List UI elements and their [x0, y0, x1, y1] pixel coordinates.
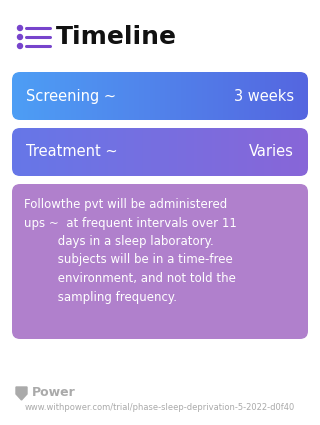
Text: www.withpower.com/trial/phase-sleep-deprivation-5-2022-d0f40: www.withpower.com/trial/phase-sleep-depr… [25, 402, 295, 411]
Text: Varies: Varies [249, 144, 294, 159]
Text: Treatment ~: Treatment ~ [26, 144, 118, 159]
FancyBboxPatch shape [12, 184, 308, 339]
Text: 3 weeks: 3 weeks [234, 88, 294, 104]
Circle shape [18, 34, 22, 40]
Circle shape [18, 43, 22, 48]
Text: Timeline: Timeline [56, 25, 177, 49]
Circle shape [18, 26, 22, 31]
FancyBboxPatch shape [12, 72, 308, 120]
Text: Screening ~: Screening ~ [26, 88, 116, 104]
Text: Power: Power [32, 386, 76, 399]
Polygon shape [16, 387, 27, 400]
Text: Followthe pvt will be administered
ups ~  at frequent intervals over 11
        : Followthe pvt will be administered ups ~… [24, 198, 237, 303]
FancyBboxPatch shape [12, 128, 308, 176]
